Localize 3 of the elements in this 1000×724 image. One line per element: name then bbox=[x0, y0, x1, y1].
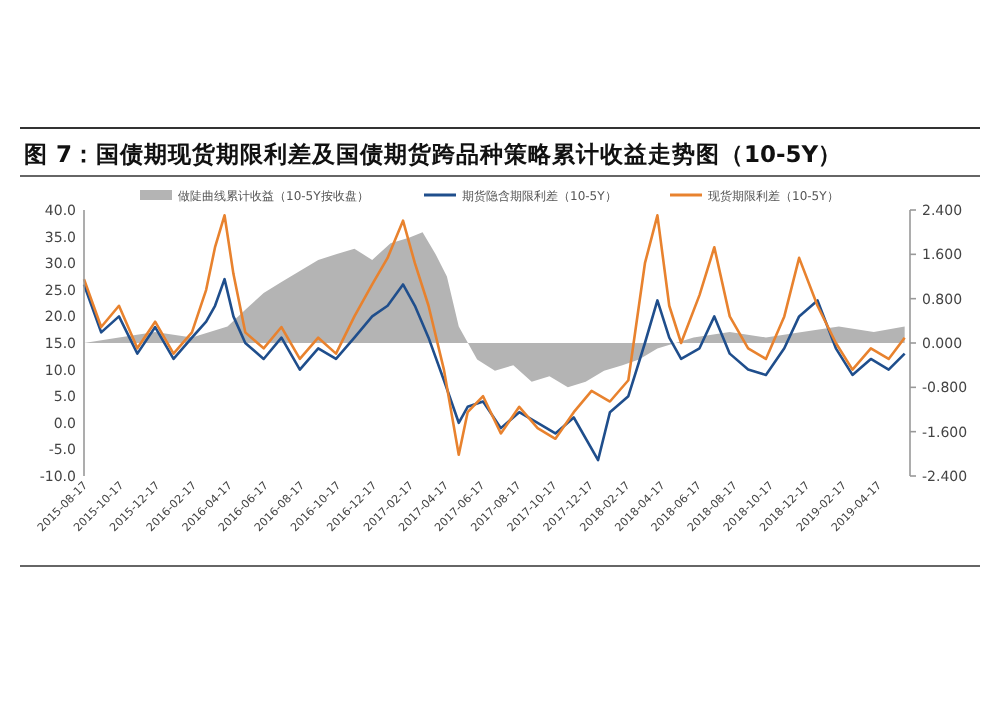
line-series bbox=[82, 277, 906, 462]
chart-title: 图 7：国债期现货期限利差及国债期货跨品种策略累计收益走势图（10-5Y） bbox=[24, 140, 843, 168]
line-series bbox=[82, 214, 906, 457]
